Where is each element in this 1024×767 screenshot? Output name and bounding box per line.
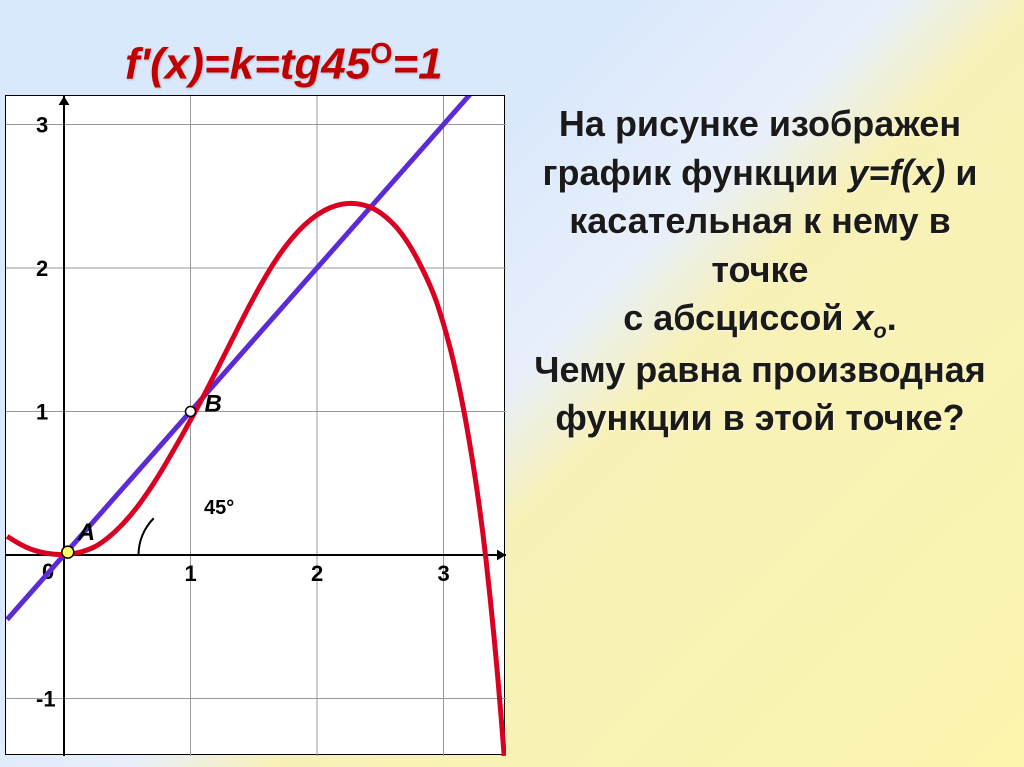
svg-text:3: 3 (36, 113, 48, 138)
svg-text:2: 2 (36, 256, 48, 281)
svg-text:3: 3 (438, 561, 450, 586)
desc-xo-o: o (874, 319, 887, 344)
formula-post: =1 (392, 40, 442, 89)
chart-svg: 123-1123045°AB (6, 96, 506, 756)
svg-text:-1: -1 (36, 687, 56, 712)
svg-text:A: A (77, 519, 95, 546)
svg-text:2: 2 (311, 561, 323, 586)
svg-text:1: 1 (185, 561, 197, 586)
desc-xo-x: x (854, 297, 874, 338)
desc-line-3: Чему равна производная функции в этой то… (534, 349, 985, 439)
problem-text: На рисунке изображен график функции y=f(… (520, 100, 1000, 443)
desc-line-2a: с абсциссой (623, 297, 853, 338)
svg-text:B: B (205, 391, 222, 418)
desc-line-2b: . (887, 297, 897, 338)
formula-sup: O (370, 38, 392, 70)
svg-text:1: 1 (36, 400, 48, 425)
svg-text:45°: 45° (204, 497, 234, 519)
desc-fx: y=f(x) (848, 152, 945, 193)
formula-title: f'(x)=k=tg45O=1 (125, 38, 443, 90)
formula-pre: f'(x)=k=tg45 (125, 40, 370, 89)
chart-panel: 123-1123045°AB (5, 95, 505, 755)
